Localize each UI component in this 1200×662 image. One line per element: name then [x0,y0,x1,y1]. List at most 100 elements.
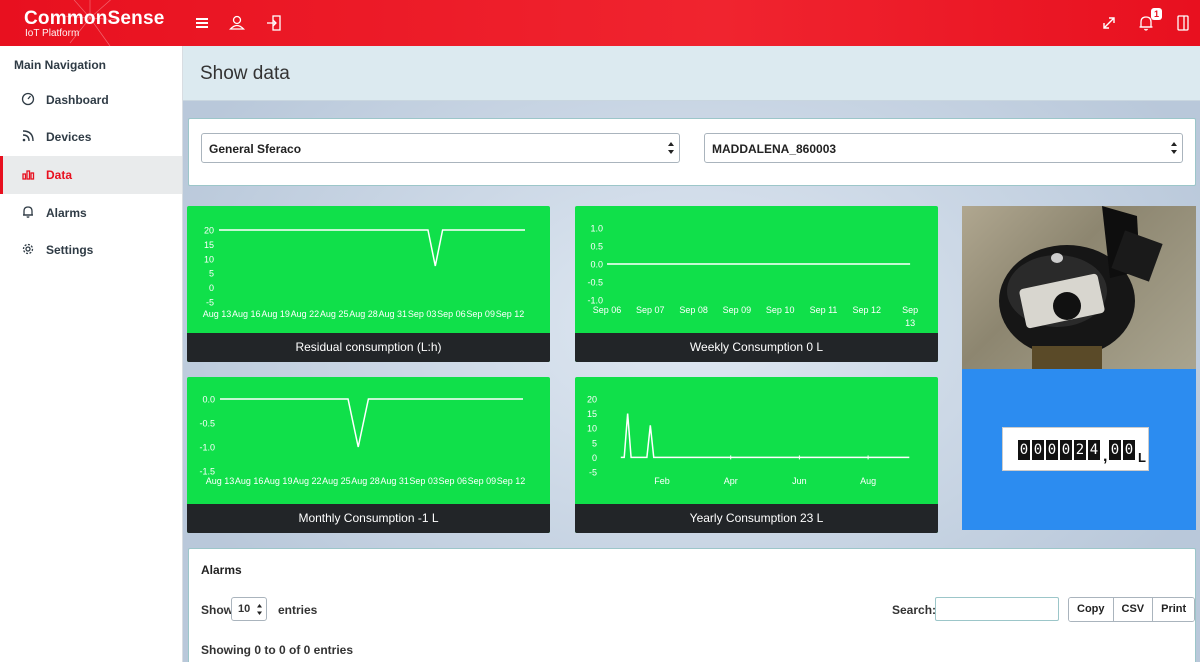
odometer-unit: L [1138,450,1146,465]
copy-button[interactable]: Copy [1069,598,1114,621]
odometer-digit: 4 [1088,440,1100,460]
x-tick-label: Jun [792,476,807,486]
x-tick-label: Sep 12 [853,305,882,315]
x-tick-label: Sep 09 [723,305,752,315]
logout-icon[interactable] [264,13,284,33]
sidebar-item-label: Dashboard [46,93,109,107]
menu-icon[interactable] [192,13,212,33]
chart-plot: 20 15 10 5 0 -5 Feb Apr Jun Aug [587,395,910,486]
x-tick-label: Aug 19 [264,476,293,486]
y-tick-label: -1.5 [199,467,215,477]
fullscreen-icon[interactable] [1099,13,1119,33]
odometer-digit: 0 [1060,440,1072,460]
x-tick-label: Sep 06 [439,476,468,486]
y-tick-label: 0.0 [202,395,215,405]
sidebar: Main Navigation Dashboard Devices Data A… [0,46,183,662]
y-tick-label: -0.5 [587,278,603,288]
odometer-digit: 0 [1032,440,1044,460]
chart-caption: Yearly Consumption 23 L [575,504,938,533]
device-select[interactable]: MADDALENA_860003 [704,133,1183,163]
x-tick-label: Sep 12 [497,476,526,486]
y-tick-label: -5 [206,298,214,308]
page-header: Show data [183,46,1200,101]
meter-odometer: 0 0 0 0 2 4 , 0 0 L [1002,427,1149,471]
page-length-select[interactable]: 10 [231,597,267,621]
x-tick-label: Aug 19 [261,309,290,319]
device-select-value: MADDALENA_860003 [712,142,837,156]
x-tick-label: Sep 12 [496,309,525,319]
x-tick-label-part: 13 [905,318,915,328]
x-tick-label: Aug 31 [380,476,409,486]
y-tick-label: -5 [589,468,597,478]
y-tick-label: -1.0 [199,443,215,453]
water-meter-photo [962,206,1196,369]
select-arrows-icon [668,142,674,154]
show-label: Show [201,603,233,617]
x-tick-label: Sep 10 [766,305,795,315]
y-tick-label: 5 [592,438,597,448]
odometer-digit: 2 [1074,440,1086,460]
monthly-consumption-chart: 0.0 -0.5 -1.0 -1.5 Aug 13 Aug 16 Aug 19 Aug 22 A… [187,377,550,533]
x-tick-label: Sep 03 [408,309,437,319]
odometer-comma: , [1103,448,1108,465]
x-tick-label: Sep 07 [636,305,665,315]
user-icon[interactable] [227,13,247,33]
x-tick-label: Aug 13 [206,476,235,486]
y-tick-label: 10 [204,254,214,264]
sidebar-item-label: Devices [46,130,92,144]
brand-logo[interactable]: CommonSense IoT Platform [24,9,165,39]
rss-icon [21,129,35,143]
x-tick-label: Aug 13 [203,309,232,319]
brand-subtitle: IoT Platform [25,28,80,39]
page-length-value: 10 [238,603,251,615]
x-tick-label: Aug 28 [349,309,378,319]
x-tick-label: Sep 09 [468,476,497,486]
sidebar-item-alarms[interactable]: Alarms [0,194,182,232]
customer-select[interactable]: General Sferaco [201,133,680,163]
y-tick-label: 10 [587,424,597,434]
alarms-panel: Alarms Show 10 entries Search: Copy CSV … [188,548,1196,662]
meter-card: 0 0 0 0 2 4 , 0 0 L [962,206,1196,530]
top-bar: CommonSense IoT Platform 1 [0,0,1200,47]
x-tick-label: Sep [902,305,918,315]
csv-button[interactable]: CSV [1113,598,1154,621]
odometer-digit: 0 [1109,440,1121,460]
yearly-consumption-chart: 20 15 10 5 0 -5 Feb Apr Jun Aug Yearly Consumptio… [575,377,938,533]
odometer-digit: 0 [1018,440,1030,460]
sidebar-item-settings[interactable]: Settings [0,231,182,269]
y-tick-label: 20 [587,395,597,405]
y-tick-label: 20 [204,226,214,236]
odometer-digit: 0 [1046,440,1058,460]
x-tick-label: Sep 08 [679,305,708,315]
sidebar-item-devices[interactable]: Devices [0,118,182,156]
brand-name: CommonSense [24,8,165,29]
x-tick-label: Sep 11 [810,305,838,315]
select-arrows-icon [257,604,262,615]
x-tick-label: Aug 25 [322,476,351,486]
bell-icon[interactable] [1136,13,1156,33]
y-tick-label: 0 [209,283,214,293]
y-tick-label: 5 [209,269,214,279]
y-tick-label: 0.5 [590,242,603,252]
y-tick-label: 0 [592,453,597,463]
notification-badge: 1 [1151,8,1163,20]
brand-star-decoration [61,0,120,47]
nav-title: Main Navigation [14,58,107,72]
export-buttons: Copy CSV Print [1068,597,1196,622]
x-tick-label: Aug 31 [379,309,408,319]
page-title: Show data [200,63,290,84]
x-tick-label: Sep 03 [409,476,438,486]
dashboard-icon [21,92,35,106]
table-info: Showing 0 to 0 of 0 entries [201,643,354,657]
search-label: Search: [892,603,937,617]
y-tick-label: -1.0 [587,296,603,306]
search-input[interactable] [935,597,1059,621]
sidebar-item-dashboard[interactable]: Dashboard [0,81,182,119]
x-tick-label: Aug 22 [291,309,320,319]
print-button[interactable]: Print [1153,598,1195,621]
sidebar-item-data[interactable]: Data [0,156,182,194]
y-tick-label: 15 [204,240,214,250]
panel-icon[interactable] [1173,13,1193,33]
series-line [219,229,525,267]
